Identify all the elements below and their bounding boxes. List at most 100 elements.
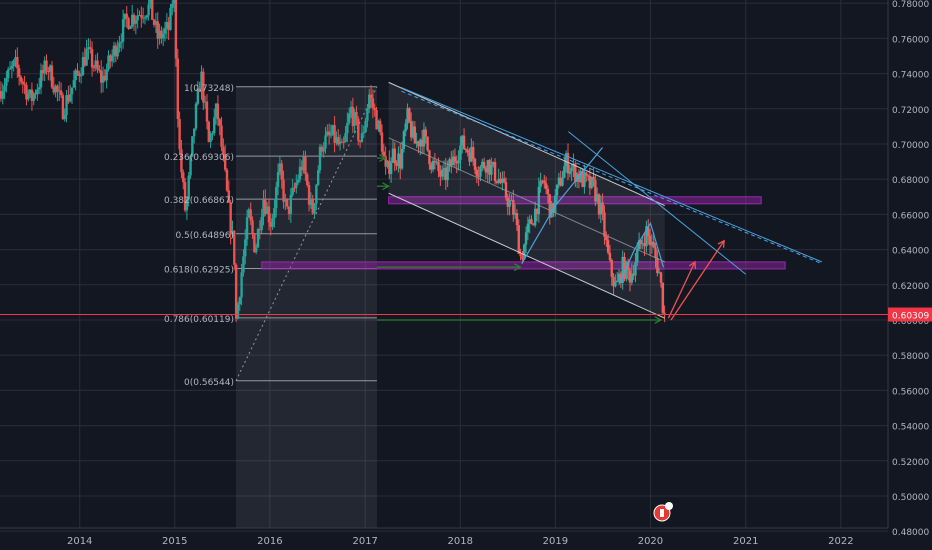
candle-body	[324, 135, 327, 149]
projection-arrow-shaft[interactable]	[667, 261, 696, 319]
candle-body	[451, 156, 455, 166]
candle-body	[171, 3, 174, 8]
level-arrow-head	[654, 316, 663, 324]
candle-body	[129, 26, 132, 30]
candle-body	[254, 247, 258, 253]
trend-drawings[interactable]	[376, 81, 823, 324]
candle-body	[218, 119, 221, 126]
candle-body	[295, 182, 298, 188]
candle-body	[284, 198, 287, 202]
candle-body	[349, 106, 353, 114]
support-zones[interactable]	[261, 196, 786, 270]
candle-body	[244, 239, 247, 257]
candle-body	[309, 199, 313, 205]
candle-body	[240, 272, 243, 298]
resistance-zone[interactable]	[388, 196, 762, 205]
candle-body	[459, 145, 462, 161]
candle-body	[417, 141, 420, 147]
candle-body	[592, 176, 595, 181]
x-axis[interactable]: 2014 2015 2016 2017 2018 2019 2020 2021 2022	[67, 536, 854, 547]
candle-body	[464, 149, 468, 151]
candle-body	[623, 256, 626, 280]
candle-body	[419, 139, 422, 147]
candle-body	[563, 166, 566, 178]
candle-body	[493, 162, 497, 181]
trend-line[interactable]	[568, 131, 747, 275]
fib-level-label: 1(0.73248)	[184, 84, 234, 94]
candle-body	[657, 272, 661, 274]
candle-body	[306, 174, 309, 186]
candle-body	[140, 14, 143, 18]
candle-body	[428, 150, 431, 165]
chart-pattern[interactable]	[618, 221, 665, 286]
candle-body	[462, 135, 466, 150]
candle-body	[205, 101, 209, 122]
candle-body	[61, 95, 65, 120]
candle-body	[654, 247, 657, 258]
fibonacci-labels: 1(0.73248) 0.236(0.69306) 0.382(0.66867) 0.…	[164, 84, 234, 388]
candle-body	[430, 164, 433, 170]
candle-body	[369, 94, 373, 99]
candle-body	[280, 163, 283, 180]
candle-body	[386, 160, 389, 167]
fib-level-label: 0.5(0.64896)	[175, 231, 234, 241]
candle-body	[648, 235, 652, 246]
y-axis[interactable]: 0.48000 0.50000 0.52000 0.54000 0.56000 0.580…	[892, 0, 929, 538]
candle-body	[450, 159, 453, 166]
candle-body	[601, 202, 604, 213]
event-marker-icon[interactable]	[653, 502, 673, 522]
y-tick-label: 0.76000	[892, 35, 929, 45]
candle-body	[92, 67, 96, 69]
fibonacci-retracement[interactable]	[235, 86, 378, 529]
channel-upper-line[interactable]	[388, 81, 665, 207]
candle-body	[466, 149, 469, 153]
candle-body	[38, 87, 41, 90]
candle-body	[605, 236, 608, 241]
trend-line[interactable]	[401, 87, 823, 263]
candle-body	[364, 120, 367, 133]
candle-body	[185, 199, 189, 211]
candle-body	[264, 199, 267, 214]
candle-body	[65, 95, 68, 116]
candle-body	[433, 160, 437, 163]
trend-line[interactable]	[401, 90, 823, 265]
candle-body	[616, 280, 619, 283]
candle-body	[198, 88, 201, 92]
candle-body	[440, 169, 444, 177]
candle-body	[34, 93, 37, 95]
candle-body	[628, 270, 632, 283]
candle-body	[3, 85, 6, 92]
candle-body	[564, 152, 568, 167]
x-tick-label: 2021	[733, 536, 758, 547]
candle-body	[96, 60, 99, 70]
candle-body	[267, 206, 271, 223]
x-tick-label: 2015	[162, 536, 187, 547]
candle-body	[621, 256, 624, 283]
candle-body	[437, 161, 440, 172]
candle-body	[10, 66, 14, 69]
channel-mid-line[interactable]	[388, 137, 665, 263]
candle-body	[14, 56, 17, 61]
candle-body	[659, 272, 663, 283]
candle-body	[502, 178, 506, 183]
candle-body	[23, 83, 26, 85]
candle-body	[360, 133, 364, 142]
candle-body	[347, 113, 351, 123]
candle-body	[389, 162, 393, 174]
candle-body	[532, 224, 535, 226]
candle-body	[178, 118, 181, 150]
chart-pattern[interactable]	[521, 147, 603, 264]
candle-body	[550, 203, 553, 218]
projection-arrow-shaft[interactable]	[670, 240, 725, 321]
y-tick-label: 0.66000	[892, 211, 929, 221]
candle-body	[282, 179, 285, 202]
candle-body	[110, 55, 114, 62]
candle-body	[54, 85, 57, 93]
candle-body	[338, 141, 342, 145]
level-arrow-head	[382, 182, 391, 191]
candle-body	[426, 136, 429, 151]
candle-body	[83, 57, 86, 66]
candle-body	[650, 241, 654, 246]
candle-body	[19, 76, 23, 82]
